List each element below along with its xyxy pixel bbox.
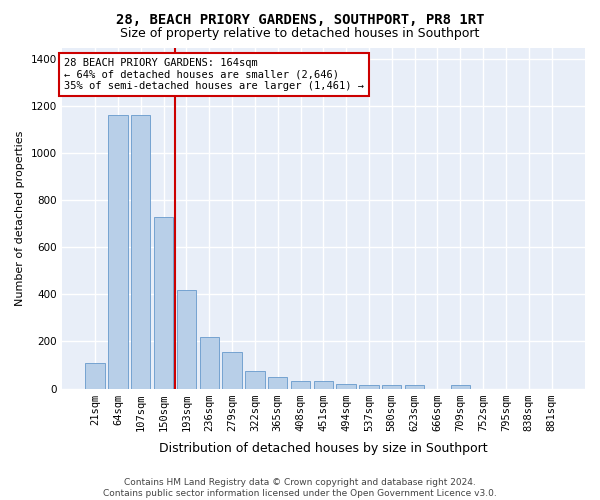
Bar	[223, 352, 242, 389]
Bar	[382, 386, 401, 388]
Bar	[108, 114, 128, 388]
Bar	[291, 381, 310, 388]
Bar	[337, 384, 356, 388]
Bar	[85, 363, 105, 388]
Bar	[177, 290, 196, 388]
Bar	[405, 386, 424, 388]
Bar	[451, 386, 470, 388]
Bar	[268, 377, 287, 388]
X-axis label: Distribution of detached houses by size in Southport: Distribution of detached houses by size …	[159, 442, 488, 455]
Y-axis label: Number of detached properties: Number of detached properties	[15, 130, 25, 306]
Text: 28, BEACH PRIORY GARDENS, SOUTHPORT, PR8 1RT: 28, BEACH PRIORY GARDENS, SOUTHPORT, PR8…	[116, 12, 484, 26]
Bar	[200, 338, 219, 388]
Bar	[131, 114, 151, 388]
Bar	[359, 385, 379, 388]
Text: 28 BEACH PRIORY GARDENS: 164sqm
← 64% of detached houses are smaller (2,646)
35%: 28 BEACH PRIORY GARDENS: 164sqm ← 64% of…	[64, 58, 364, 91]
Text: Contains HM Land Registry data © Crown copyright and database right 2024.
Contai: Contains HM Land Registry data © Crown c…	[103, 478, 497, 498]
Text: Size of property relative to detached houses in Southport: Size of property relative to detached ho…	[121, 28, 479, 40]
Bar	[314, 382, 333, 388]
Bar	[154, 217, 173, 388]
Bar	[245, 371, 265, 388]
